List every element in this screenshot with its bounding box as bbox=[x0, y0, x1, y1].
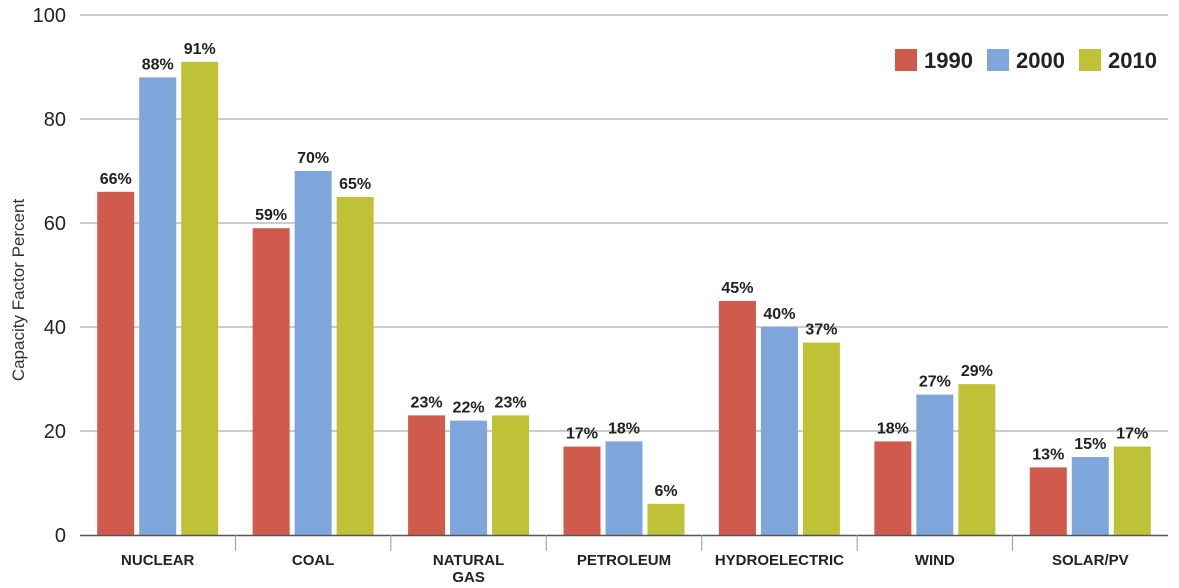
bar-petroleum-2000 bbox=[605, 441, 643, 535]
y-tick-80: 80 bbox=[44, 109, 66, 131]
data-label-petroleum-2000: 18% bbox=[608, 420, 640, 437]
data-label-wind-2010: 29% bbox=[961, 363, 993, 380]
bar-wind-2010 bbox=[958, 384, 996, 535]
bar-nuclear-1990 bbox=[97, 191, 135, 536]
bar-petroleum-1990 bbox=[563, 446, 601, 535]
bar-natural-gas-2010 bbox=[492, 415, 530, 535]
x-tick-line: NATURAL bbox=[433, 552, 504, 569]
data-label-natural-gas-2010: 23% bbox=[495, 394, 527, 411]
bar-wind-1990 bbox=[874, 441, 912, 535]
bar-wind-2000 bbox=[916, 394, 954, 535]
y-axis-ticks: 0 20 40 60 80 100 bbox=[33, 5, 66, 547]
legend-swatch-2010 bbox=[1079, 49, 1101, 71]
x-tick-wind: WIND bbox=[915, 552, 955, 569]
x-tick-hydroelectric: HYDROELECTRIC bbox=[715, 552, 844, 569]
bar-hydroelectric-1990 bbox=[718, 301, 756, 535]
x-tick-nuclear: NUCLEAR bbox=[121, 552, 194, 569]
bar-petroleum-2010 bbox=[647, 503, 685, 535]
data-label-coal-2000: 70% bbox=[297, 150, 329, 167]
bar-natural-gas-2000 bbox=[450, 420, 488, 535]
data-label-hydroelectric-1990: 45% bbox=[721, 280, 753, 297]
x-tick-line: NUCLEAR bbox=[121, 552, 194, 569]
y-tick-40: 40 bbox=[44, 317, 66, 339]
y-tick-20: 20 bbox=[44, 421, 66, 443]
y-tick-60: 60 bbox=[44, 213, 66, 235]
data-label-natural-gas-2000: 22% bbox=[453, 400, 485, 417]
data-label-hydroelectric-2000: 40% bbox=[763, 306, 795, 323]
x-tick-petroleum: PETROLEUM bbox=[577, 552, 671, 569]
data-label-solar-pv-1990: 13% bbox=[1032, 446, 1064, 463]
bar-nuclear-2000 bbox=[139, 77, 177, 536]
legend-label-2010: 2010 bbox=[1108, 48, 1157, 73]
bar-hydroelectric-2000 bbox=[760, 327, 798, 535]
bar-solar-pv-1990 bbox=[1029, 467, 1067, 535]
x-tick-coal: COAL bbox=[292, 552, 335, 569]
data-label-nuclear-1990: 66% bbox=[100, 171, 132, 188]
y-tick-100: 100 bbox=[33, 5, 66, 27]
x-tick-line: GAS bbox=[452, 569, 485, 586]
legend-label-2000: 2000 bbox=[1016, 48, 1065, 73]
bars: 66% 88% 91% 59% 70% 65% 23% 22% 23% 17% 18% 6% 45% 40… bbox=[97, 41, 1151, 536]
bar-coal-1990 bbox=[252, 228, 290, 535]
bar-solar-pv-2010 bbox=[1113, 446, 1151, 535]
data-label-hydroelectric-2010: 37% bbox=[805, 322, 837, 339]
data-label-coal-1990: 59% bbox=[255, 207, 287, 224]
bar-nuclear-2010 bbox=[181, 61, 219, 536]
legend: 1990 2000 2010 bbox=[895, 48, 1157, 73]
data-label-solar-pv-2000: 15% bbox=[1074, 436, 1106, 453]
legend-swatch-2000 bbox=[987, 49, 1009, 71]
legend-swatch-1990 bbox=[895, 49, 917, 71]
x-tick-line: PETROLEUM bbox=[577, 552, 671, 569]
data-label-nuclear-2010: 91% bbox=[184, 41, 216, 58]
bar-coal-2010 bbox=[336, 197, 374, 535]
bar-solar-pv-2000 bbox=[1071, 457, 1109, 535]
x-tick-line: COAL bbox=[292, 552, 335, 569]
bar-coal-2000 bbox=[294, 171, 332, 535]
x-tick-natural-gas: NATURAL GAS bbox=[433, 552, 504, 586]
x-tick-solar-pv: SOLAR/PV bbox=[1052, 552, 1129, 569]
data-label-nuclear-2000: 88% bbox=[142, 56, 174, 73]
x-tick-line: SOLAR/PV bbox=[1052, 552, 1129, 569]
grid-lines bbox=[80, 14, 1168, 432]
legend-label-1990: 1990 bbox=[924, 48, 973, 73]
x-tick-line: WIND bbox=[915, 552, 955, 569]
data-label-coal-2010: 65% bbox=[339, 176, 371, 193]
x-axis: NUCLEAR COAL NATURAL GAS PETROLEUM HYDROELECT… bbox=[80, 534, 1168, 586]
bar-natural-gas-1990 bbox=[408, 415, 446, 535]
x-tick-line: HYDROELECTRIC bbox=[715, 552, 844, 569]
data-label-wind-2000: 27% bbox=[919, 374, 951, 391]
data-label-wind-1990: 18% bbox=[877, 420, 909, 437]
data-label-natural-gas-1990: 23% bbox=[411, 394, 443, 411]
data-label-petroleum-2010: 6% bbox=[654, 483, 677, 500]
y-axis-label: Capacity Factor Percent bbox=[9, 199, 28, 382]
bar-hydroelectric-2010 bbox=[802, 342, 840, 535]
y-tick-0: 0 bbox=[55, 525, 66, 547]
data-label-petroleum-1990: 17% bbox=[566, 426, 598, 443]
data-label-solar-pv-2010: 17% bbox=[1116, 426, 1148, 443]
